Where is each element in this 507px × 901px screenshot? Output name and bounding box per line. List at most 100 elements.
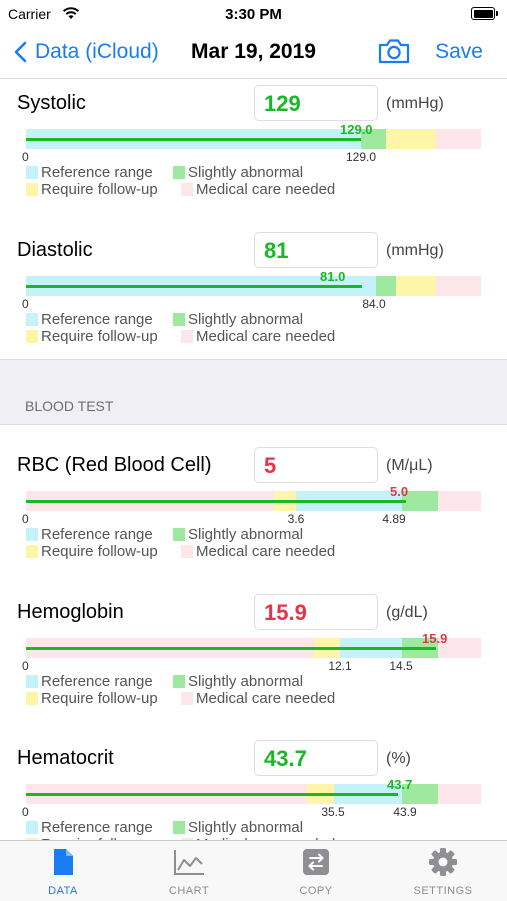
value-line <box>26 285 362 288</box>
value-text: 129 <box>264 91 301 116</box>
data-list[interactable]: Systolic 129 (mmHg) 129.0 0 129.0 Refere… <box>0 79 507 840</box>
entry-hemoglobin: Hemoglobin 15.9 (g/dL) 15.9 0 12.1 14.5 … <box>0 588 507 724</box>
bar-value-label: 43.7 <box>387 777 413 792</box>
document-icon <box>51 847 75 882</box>
entry-name: Hematocrit <box>17 747 114 769</box>
hemoglobin-value-field[interactable]: 15.9 <box>254 594 378 630</box>
unit-label: (mmHg) <box>386 242 444 259</box>
tick-label: 43.9 <box>393 805 417 819</box>
slightly-abnormal-swatch <box>173 313 185 326</box>
battery-icon <box>471 7 498 20</box>
value-line <box>26 500 406 503</box>
slightly-abnormal-swatch <box>173 821 185 834</box>
tick-label: 0 <box>22 805 29 819</box>
value-text: 5 <box>264 453 277 478</box>
medical-care-swatch <box>181 330 193 343</box>
medical-care-swatch <box>181 692 193 705</box>
value-text: 81 <box>264 238 289 263</box>
tab-settings[interactable]: SETTINGS <box>380 841 506 901</box>
reference-swatch <box>26 313 38 326</box>
range-bar <box>26 129 481 149</box>
medical-care-segment <box>436 276 481 296</box>
entry-diastolic: Diastolic 81 (mmHg) 81.0 0 84.0 Referenc… <box>0 226 507 359</box>
diastolic-value-field[interactable]: 81 <box>254 232 378 268</box>
value-text: 15.9 <box>264 600 307 625</box>
tick-label: 0 <box>22 659 29 673</box>
tab-label: CHART <box>168 885 210 897</box>
range-bar <box>26 276 481 296</box>
bar-value-label: 81.0 <box>320 269 346 284</box>
entry-name: Systolic <box>17 92 86 114</box>
tick-label: 14.5 <box>389 659 413 673</box>
slightly-abnormal-segment <box>402 784 438 804</box>
tab-chart[interactable]: CHART <box>126 841 252 901</box>
tab-label: SETTINGS <box>413 885 473 897</box>
reference-swatch <box>26 528 38 541</box>
slightly-abnormal-segment <box>376 276 396 296</box>
entry-name: RBC (Red Blood Cell) <box>17 454 212 476</box>
tick-label: 12.1 <box>328 659 352 673</box>
tab-copy[interactable]: COPY <box>253 841 379 901</box>
medical-care-swatch <box>181 838 193 840</box>
section-title: BLOOD TEST <box>25 398 114 414</box>
back-button-label: Data (iCloud) <box>35 40 159 63</box>
follow-up-swatch <box>26 545 38 558</box>
chevron-left-icon <box>14 41 27 63</box>
slightly-abnormal-segment <box>361 129 386 149</box>
follow-up-swatch <box>26 330 38 343</box>
medical-care-segment <box>438 491 481 511</box>
follow-up-swatch <box>26 838 38 840</box>
medical-care-segment <box>438 784 481 804</box>
back-button[interactable]: Data (iCloud) <box>14 40 159 64</box>
entry-name: Diastolic <box>17 239 93 261</box>
tick-label: 129.0 <box>345 150 377 164</box>
reference-swatch <box>26 166 38 179</box>
tick-label: 0 <box>22 297 29 311</box>
tick-label: 84.0 <box>362 297 386 311</box>
medical-care-segment <box>438 638 481 658</box>
medical-care-segment <box>436 129 481 149</box>
hematocrit-value-field[interactable]: 43.7 <box>254 740 378 776</box>
tab-data[interactable]: DATA <box>0 841 126 901</box>
follow-up-segment <box>386 129 436 149</box>
bar-value-label: 5.0 <box>390 484 409 499</box>
entry-rbc: RBC (Red Blood Cell) 5 (M/μL) 5.0 0 3.6 … <box>0 441 507 577</box>
value-text: 43.7 <box>264 746 307 771</box>
unit-label: (mmHg) <box>386 95 444 112</box>
slightly-abnormal-swatch <box>173 528 185 541</box>
navigation-bar: Data (iCloud) Mar 19, 2019 Save <box>0 28 507 79</box>
rbc-value-field[interactable]: 5 <box>254 447 378 483</box>
tick-label: 0 <box>22 512 29 526</box>
range-bar <box>26 638 481 658</box>
camera-button[interactable] <box>377 37 411 70</box>
value-line <box>26 793 398 796</box>
range-bar <box>26 784 481 804</box>
copy-icon <box>302 847 330 882</box>
entry-hematocrit: Hematocrit 43.7 (%) 43.7 0 35.5 43.9 Ref… <box>0 734 507 840</box>
follow-up-segment <box>396 276 436 296</box>
range-bar <box>26 491 481 511</box>
camera-icon <box>378 39 410 64</box>
value-line <box>26 138 361 141</box>
slightly-abnormal-swatch <box>173 166 185 179</box>
unit-label: (g/dL) <box>386 604 428 621</box>
medical-care-swatch <box>181 183 193 196</box>
tab-label: COPY <box>299 885 333 897</box>
carrier-label: Carrier <box>8 6 51 22</box>
unit-label: (%) <box>386 750 411 767</box>
slightly-abnormal-segment <box>402 491 438 511</box>
medical-care-swatch <box>181 545 193 558</box>
systolic-value-field[interactable]: 129 <box>254 85 378 121</box>
unit-label: (M/μL) <box>386 457 433 474</box>
value-line <box>26 647 436 650</box>
bar-value-label: 129.0 <box>340 122 373 137</box>
save-button[interactable]: Save <box>435 40 483 63</box>
entry-systolic: Systolic 129 (mmHg) 129.0 0 129.0 Refere… <box>0 79 507 222</box>
gear-icon <box>428 847 458 882</box>
status-bar: Carrier 3:30 PM <box>0 0 507 28</box>
tick-label: 35.5 <box>321 805 345 819</box>
tick-label: 0 <box>22 150 29 164</box>
tab-bar: DATA CHART COPY SETTINGS <box>0 840 507 901</box>
follow-up-swatch <box>26 183 38 196</box>
tick-label: 3.6 <box>287 512 305 526</box>
